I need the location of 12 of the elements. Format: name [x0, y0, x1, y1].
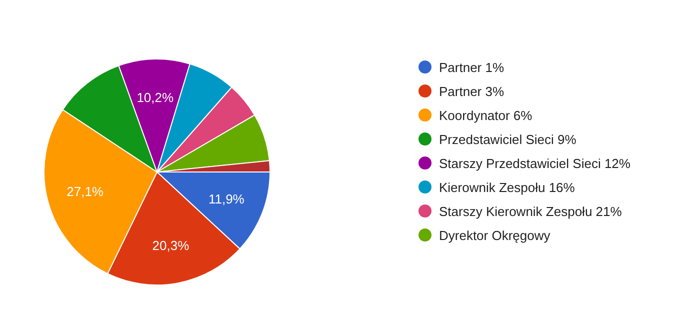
legend-label: Partner 3%	[439, 84, 504, 98]
legend-label: Dyrektor Okręgowy	[439, 228, 550, 242]
legend-label: Koordynator 6%	[439, 108, 532, 122]
data-label: 20,3%	[152, 238, 190, 253]
legend-label: Starszy Przedstawiciel Sieci 12%	[439, 156, 630, 170]
legend-label: Starszy Kierownik Zespołu 21%	[439, 204, 622, 218]
legend-label: Kierownik Zespołu 16%	[439, 180, 575, 194]
data-label: 10,2%	[136, 90, 174, 105]
data-label: 11,9%	[208, 192, 245, 207]
data-label: 27,1%	[66, 184, 104, 200]
legend-label: Przedstawiciel Sieci 9%	[439, 132, 576, 146]
legend-label: Partner 1%	[439, 60, 504, 74]
